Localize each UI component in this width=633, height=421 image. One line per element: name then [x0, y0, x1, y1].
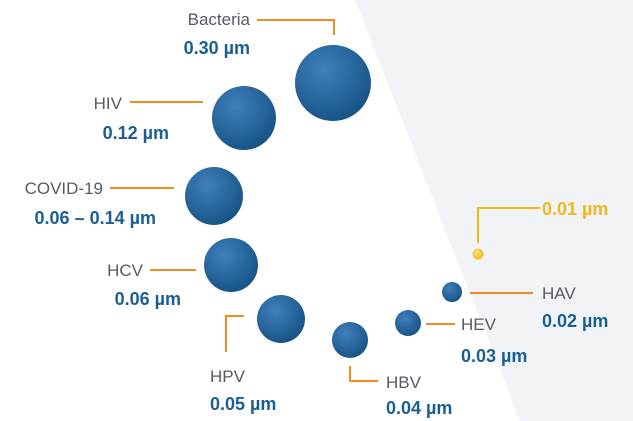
hbv-name: HBV: [386, 373, 422, 392]
smallest-size: 0.01 µm: [542, 199, 608, 219]
background-shape: [355, 0, 633, 421]
hcv-name: HCV: [107, 261, 144, 280]
hev-name: HEV: [461, 315, 497, 334]
hev-particle: [395, 310, 421, 336]
covid-19-particle: [185, 167, 243, 225]
hiv-name: HIV: [94, 94, 123, 113]
bacteria-size: 0.30 µm: [184, 38, 250, 58]
smallest-particle: [472, 248, 484, 260]
hpv-size: 0.05 µm: [210, 394, 276, 414]
hav-particle: [442, 282, 462, 302]
bacteria-name: Bacteria: [188, 10, 251, 29]
covid-19-size: 0.06 – 0.14 µm: [35, 208, 156, 228]
hav-name: HAV: [542, 284, 576, 303]
hcv-size: 0.06 µm: [115, 289, 181, 309]
covid-19-name: COVID-19: [25, 179, 103, 198]
bacteria-leader-line: [257, 19, 335, 35]
hav-size: 0.02 µm: [542, 311, 608, 331]
hbv-size: 0.04 µm: [386, 398, 452, 418]
hbv-particle: [332, 322, 368, 358]
hpv-name: HPV: [210, 367, 246, 386]
hev-size: 0.03 µm: [461, 346, 527, 366]
hcv-particle: [204, 238, 258, 292]
hiv-particle: [212, 86, 276, 150]
bacteria-particle: [295, 45, 371, 121]
hiv-size: 0.12 µm: [103, 123, 169, 143]
hbv-leader-line: [349, 366, 378, 382]
smallest-leader-line: [477, 207, 540, 243]
hpv-particle: [257, 295, 305, 343]
hpv-leader-line: [225, 315, 244, 352]
